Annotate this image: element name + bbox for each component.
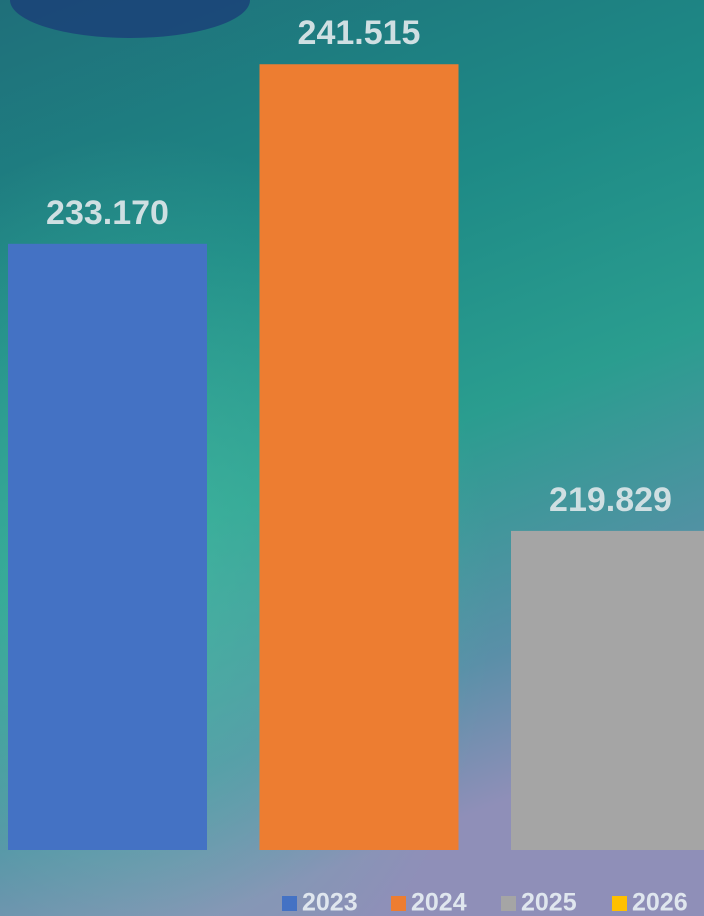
legend-swatch: [612, 896, 627, 911]
background-shape: [10, 0, 250, 38]
legend-label: 2026: [632, 889, 688, 916]
legend-swatch: [391, 896, 406, 911]
bar: [259, 64, 459, 850]
bar: [8, 243, 207, 850]
data-label: 219.829: [549, 481, 672, 519]
legend-swatch: [282, 896, 297, 911]
legend-swatch: [501, 896, 516, 911]
bar: [511, 530, 704, 850]
data-label: 233.170: [46, 194, 169, 232]
legend-label: 2023: [302, 889, 358, 916]
data-label: 241.515: [298, 14, 421, 52]
legend-label: 2024: [411, 889, 467, 916]
legend-label: 2025: [521, 889, 577, 916]
